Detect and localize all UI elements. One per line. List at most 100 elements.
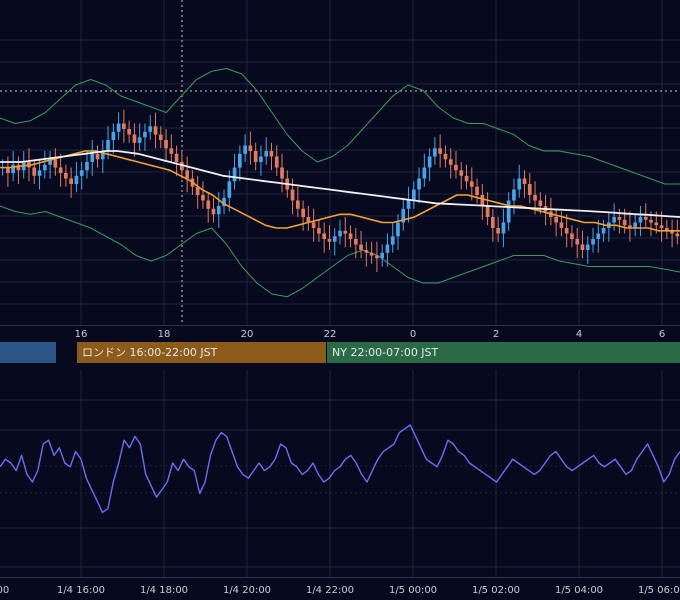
candle-body <box>274 156 279 168</box>
candle-body <box>100 151 105 160</box>
candle-body <box>48 159 52 165</box>
bottom-axis-tick-label: 1/5 00:00 <box>389 585 437 596</box>
candle-body <box>480 195 485 206</box>
session-tokyo-bar <box>0 342 56 363</box>
candle-body <box>396 222 400 237</box>
candle-body <box>311 222 316 228</box>
candle-body <box>169 148 174 154</box>
candle-body <box>322 233 326 239</box>
candle-body <box>32 167 37 176</box>
candle-body <box>16 164 21 171</box>
bottom-axis-tick-label: 1/4 22:00 <box>306 585 354 596</box>
candle-body <box>185 170 189 179</box>
candle-body <box>296 200 300 209</box>
candle-body <box>127 129 131 135</box>
candle-body <box>58 167 63 173</box>
candle-body <box>79 170 84 176</box>
candle-body <box>390 236 395 245</box>
candle-body <box>559 222 564 228</box>
candle-body <box>290 189 295 201</box>
candle-body <box>43 164 47 171</box>
candle-body <box>332 236 337 242</box>
candle-body <box>327 239 332 242</box>
candle-body <box>533 195 537 201</box>
candle-body <box>201 195 205 201</box>
candle-body <box>554 217 558 223</box>
candle-body <box>143 131 147 138</box>
top-axis-tick-label: 4 <box>576 329 582 340</box>
candle-body <box>227 181 232 198</box>
bottom-axis-tick-label: 1/5 06:00 <box>638 585 680 596</box>
ma-short-line <box>0 150 680 232</box>
candle-body <box>654 222 659 226</box>
candle-body <box>633 222 637 228</box>
candle-body <box>306 217 311 223</box>
bottom-axis-tick-label: 1/4 20:00 <box>223 585 271 596</box>
candle-body <box>538 200 543 206</box>
top-axis-tick-label: 16 <box>75 329 88 340</box>
candle-body <box>417 178 421 190</box>
candle-body <box>427 156 432 168</box>
bollinger-lower-line <box>0 205 680 298</box>
candle-body <box>448 159 453 165</box>
candle-body <box>158 134 163 140</box>
candle-body <box>649 219 653 223</box>
candle-body <box>469 181 474 187</box>
top-axis-tick-label: 20 <box>241 329 254 340</box>
candle-body <box>222 197 226 207</box>
candle-body <box>132 134 137 143</box>
bottom-axis-tick-label: 1/5 02:00 <box>472 585 520 596</box>
candle-body <box>580 244 585 250</box>
candle-body <box>612 217 616 223</box>
candle-body <box>343 230 348 234</box>
candle-body <box>359 244 363 250</box>
candle-body <box>375 255 379 259</box>
candle-body <box>496 228 500 234</box>
candle-body <box>485 206 490 217</box>
ma-long-line <box>0 150 680 218</box>
candle-body <box>206 200 211 209</box>
candle-body <box>253 151 258 162</box>
candle-body <box>675 233 680 237</box>
candle-body <box>116 123 121 132</box>
candle-body <box>211 208 216 215</box>
time-axis-top: 16 18 20 22 0 2 4 6 <box>0 325 680 340</box>
bottom-axis-tick-label: 1/5 04:00 <box>555 585 603 596</box>
price-chart[interactable] <box>0 0 680 325</box>
candle-body <box>670 230 674 234</box>
candle-body <box>522 178 527 184</box>
candle-body <box>617 217 622 220</box>
candle-body <box>69 178 73 184</box>
bottom-axis-tick-label: 4:00 <box>0 585 9 596</box>
candle-body <box>638 217 643 223</box>
candle-body <box>622 219 627 226</box>
candle-body <box>216 206 221 215</box>
candle-body <box>174 153 179 163</box>
candle-body <box>248 145 253 151</box>
candle-body <box>238 153 242 168</box>
oscillator-chart[interactable] <box>0 370 680 577</box>
top-axis-tick-label: 18 <box>158 329 171 340</box>
top-axis-tick-label: 0 <box>410 329 416 340</box>
candle-body <box>106 140 110 151</box>
candle-body <box>137 137 142 143</box>
candle-body <box>422 167 427 179</box>
candle-body <box>591 239 595 245</box>
candle-body <box>464 175 469 182</box>
candle-body <box>90 153 95 163</box>
candle-body <box>301 208 305 218</box>
candle-body <box>380 252 384 259</box>
candle-body <box>264 151 269 157</box>
candle-body <box>111 131 116 141</box>
candle-body <box>153 126 158 135</box>
candle-body <box>148 126 153 132</box>
candle-body <box>665 228 669 231</box>
candle-body <box>259 156 263 162</box>
bottom-axis-tick-label: 1/4 18:00 <box>140 585 188 596</box>
candle-body <box>85 162 89 171</box>
session-london-bar: ロンドン 16:00-22:00 JST <box>77 342 326 363</box>
candle-body <box>506 200 511 223</box>
candle-body <box>180 162 184 171</box>
candle-body <box>401 208 406 223</box>
candle-body <box>433 148 437 157</box>
